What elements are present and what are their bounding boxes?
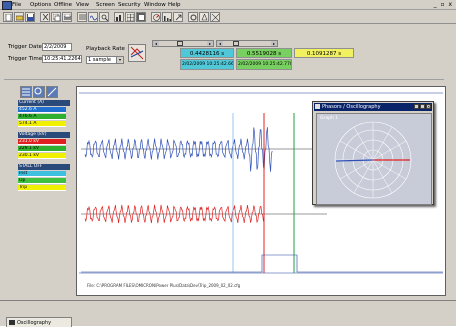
phasor-window-title: Phasors / Oscillography <box>322 104 381 110</box>
channel-current-b[interactable]: 476.6 A <box>18 114 66 120</box>
channel-settings-button[interactable] <box>46 86 58 98</box>
channel-digital-trip[interactable]: Trip <box>18 185 66 191</box>
settings-icon <box>47 87 57 97</box>
grid-icon[interactable] <box>125 12 135 22</box>
settings-icon[interactable] <box>188 12 198 22</box>
voltage-waveform <box>84 204 265 224</box>
channel-group-digital: STALL OFF <box>18 164 70 170</box>
alarm-icon[interactable] <box>199 12 209 22</box>
channel-group-voltage: Voltage (kV) <box>18 132 70 138</box>
copy-icon[interactable] <box>51 12 61 22</box>
list-icon <box>22 88 30 96</box>
cursor-mode-button[interactable] <box>128 44 146 62</box>
harmonic-icon[interactable] <box>162 12 172 22</box>
phasor-graph[interactable]: Graph 1 <box>316 113 432 205</box>
close-icon[interactable]: × <box>426 104 431 109</box>
delta-time-box: 0.1091287 s <box>294 48 354 58</box>
arrow-left-icon[interactable]: ◂ <box>153 41 159 46</box>
save-icon[interactable] <box>25 12 35 22</box>
arrow-right-icon[interactable]: ▸ <box>271 41 277 46</box>
window-icon <box>315 104 320 109</box>
menu-bar: File Options Offline View Screen Securit… <box>0 0 456 10</box>
current-phasor <box>335 159 374 162</box>
menu-window[interactable]: Window <box>144 2 166 8</box>
zoom-icon[interactable] <box>99 12 109 22</box>
table-icon[interactable] <box>136 12 146 22</box>
polar-plot <box>334 121 412 199</box>
file-path-text: File: C:\PROGRAM FILES\OMICRON\Power Plu… <box>87 283 241 288</box>
trigger-panel: Trigger Date: 2/2/2009 Trigger Time: 10:… <box>4 36 444 80</box>
cursor1-time-box: 0.4428116 s <box>180 48 234 58</box>
minimize-icon[interactable] <box>414 104 419 109</box>
channel-current-c[interactable]: 574.1 A <box>18 121 66 127</box>
channel-group-current: Current (A) <box>18 100 70 106</box>
channel-zoom-button[interactable] <box>33 86 45 98</box>
phasor-window-titlebar[interactable]: Phasors / Oscillography <box>314 103 432 111</box>
trigger-time-label: Trigger Time: <box>8 56 45 62</box>
cursor2-slider-thumb[interactable] <box>233 41 239 46</box>
channel-list-button[interactable] <box>20 86 32 98</box>
menu-view[interactable]: View <box>76 2 90 8</box>
chevron-down-icon: ▾ <box>116 57 123 63</box>
trace-line <box>84 204 265 224</box>
new-icon[interactable] <box>3 12 13 22</box>
print-icon[interactable] <box>62 12 72 22</box>
channel-voltage-a[interactable]: 231.0 kV <box>18 139 66 145</box>
tab-oscillography-label: Oscillography <box>17 320 52 326</box>
digital-trace <box>81 254 443 273</box>
zoom-icon <box>34 87 42 95</box>
menu-file[interactable]: File <box>12 2 22 8</box>
phasor-icon[interactable] <box>151 12 161 22</box>
maximize-icon[interactable] <box>420 104 425 109</box>
playback-rate-label: Playback Rate <box>86 46 125 52</box>
phasor-window[interactable]: Phasors / Oscillography × Graph 1 <box>312 101 434 205</box>
playback-rate-value: 1 sample <box>88 57 111 63</box>
cursor1-slider[interactable]: ◂ ▸ <box>152 40 214 47</box>
channel-panel: Current (A) 452.6 A 476.6 A 574.1 A Volt… <box>18 86 72 296</box>
menu-options[interactable]: Options <box>30 2 52 8</box>
menu-screen[interactable]: Screen <box>96 2 115 8</box>
list-icon[interactable] <box>77 12 87 22</box>
cursor-tool-icon <box>130 46 144 60</box>
status-bar: Oscillography <box>0 300 456 327</box>
menu-help[interactable]: Help <box>168 2 181 8</box>
waveform-icon[interactable] <box>88 12 98 22</box>
trace-line <box>84 127 273 172</box>
app-icon <box>2 1 12 10</box>
menu-security[interactable]: Security <box>118 2 141 8</box>
menu-offline[interactable]: Offline <box>54 2 73 8</box>
tab-oscillography[interactable]: Oscillography <box>6 317 72 327</box>
channel-digital-inst[interactable]: Inst <box>18 171 66 177</box>
help-icon[interactable] <box>210 12 220 22</box>
channel-digital-op[interactable]: Op <box>18 178 66 184</box>
cursor2-datetime: 2/02/2009 10:25:42.7782 <box>236 59 292 70</box>
channel-voltage-b[interactable]: 229.1 kV <box>18 146 66 152</box>
cursor2-time-box: 0.5519028 s <box>236 48 292 58</box>
arrow-left-icon[interactable]: ◂ <box>217 41 223 46</box>
open-icon[interactable] <box>14 12 24 22</box>
trigger-date-label: Trigger Date: <box>8 44 44 50</box>
trigger-time-field[interactable]: 10:25:41.226480 <box>42 55 82 63</box>
bar-chart-icon[interactable] <box>114 12 124 22</box>
cursor1-datetime: 2/02/2009 10:25:42.6692 <box>180 59 234 70</box>
arrow-right-icon[interactable]: ▸ <box>207 41 213 46</box>
cursor1-slider-thumb[interactable] <box>177 41 183 46</box>
window-controls[interactable]: _ ▫ x <box>433 1 453 8</box>
cut-icon[interactable] <box>40 12 50 22</box>
playback-rate-select[interactable]: 1 sample ▾ <box>86 56 124 64</box>
channel-voltage-c[interactable]: 230.1 kV <box>18 153 66 159</box>
cursor2-slider[interactable]: ◂ ▸ <box>216 40 278 47</box>
graph-label: Graph 1 <box>320 116 339 121</box>
toolbar <box>0 10 456 24</box>
waveform-canvas[interactable] <box>77 87 445 295</box>
channel-current-a[interactable]: 452.6 A <box>18 107 66 113</box>
current-waveform <box>84 127 273 172</box>
trigger-date-field[interactable]: 2/2/2009 <box>42 43 72 51</box>
oscillography-icon <box>9 320 15 325</box>
export-icon[interactable] <box>173 12 183 22</box>
